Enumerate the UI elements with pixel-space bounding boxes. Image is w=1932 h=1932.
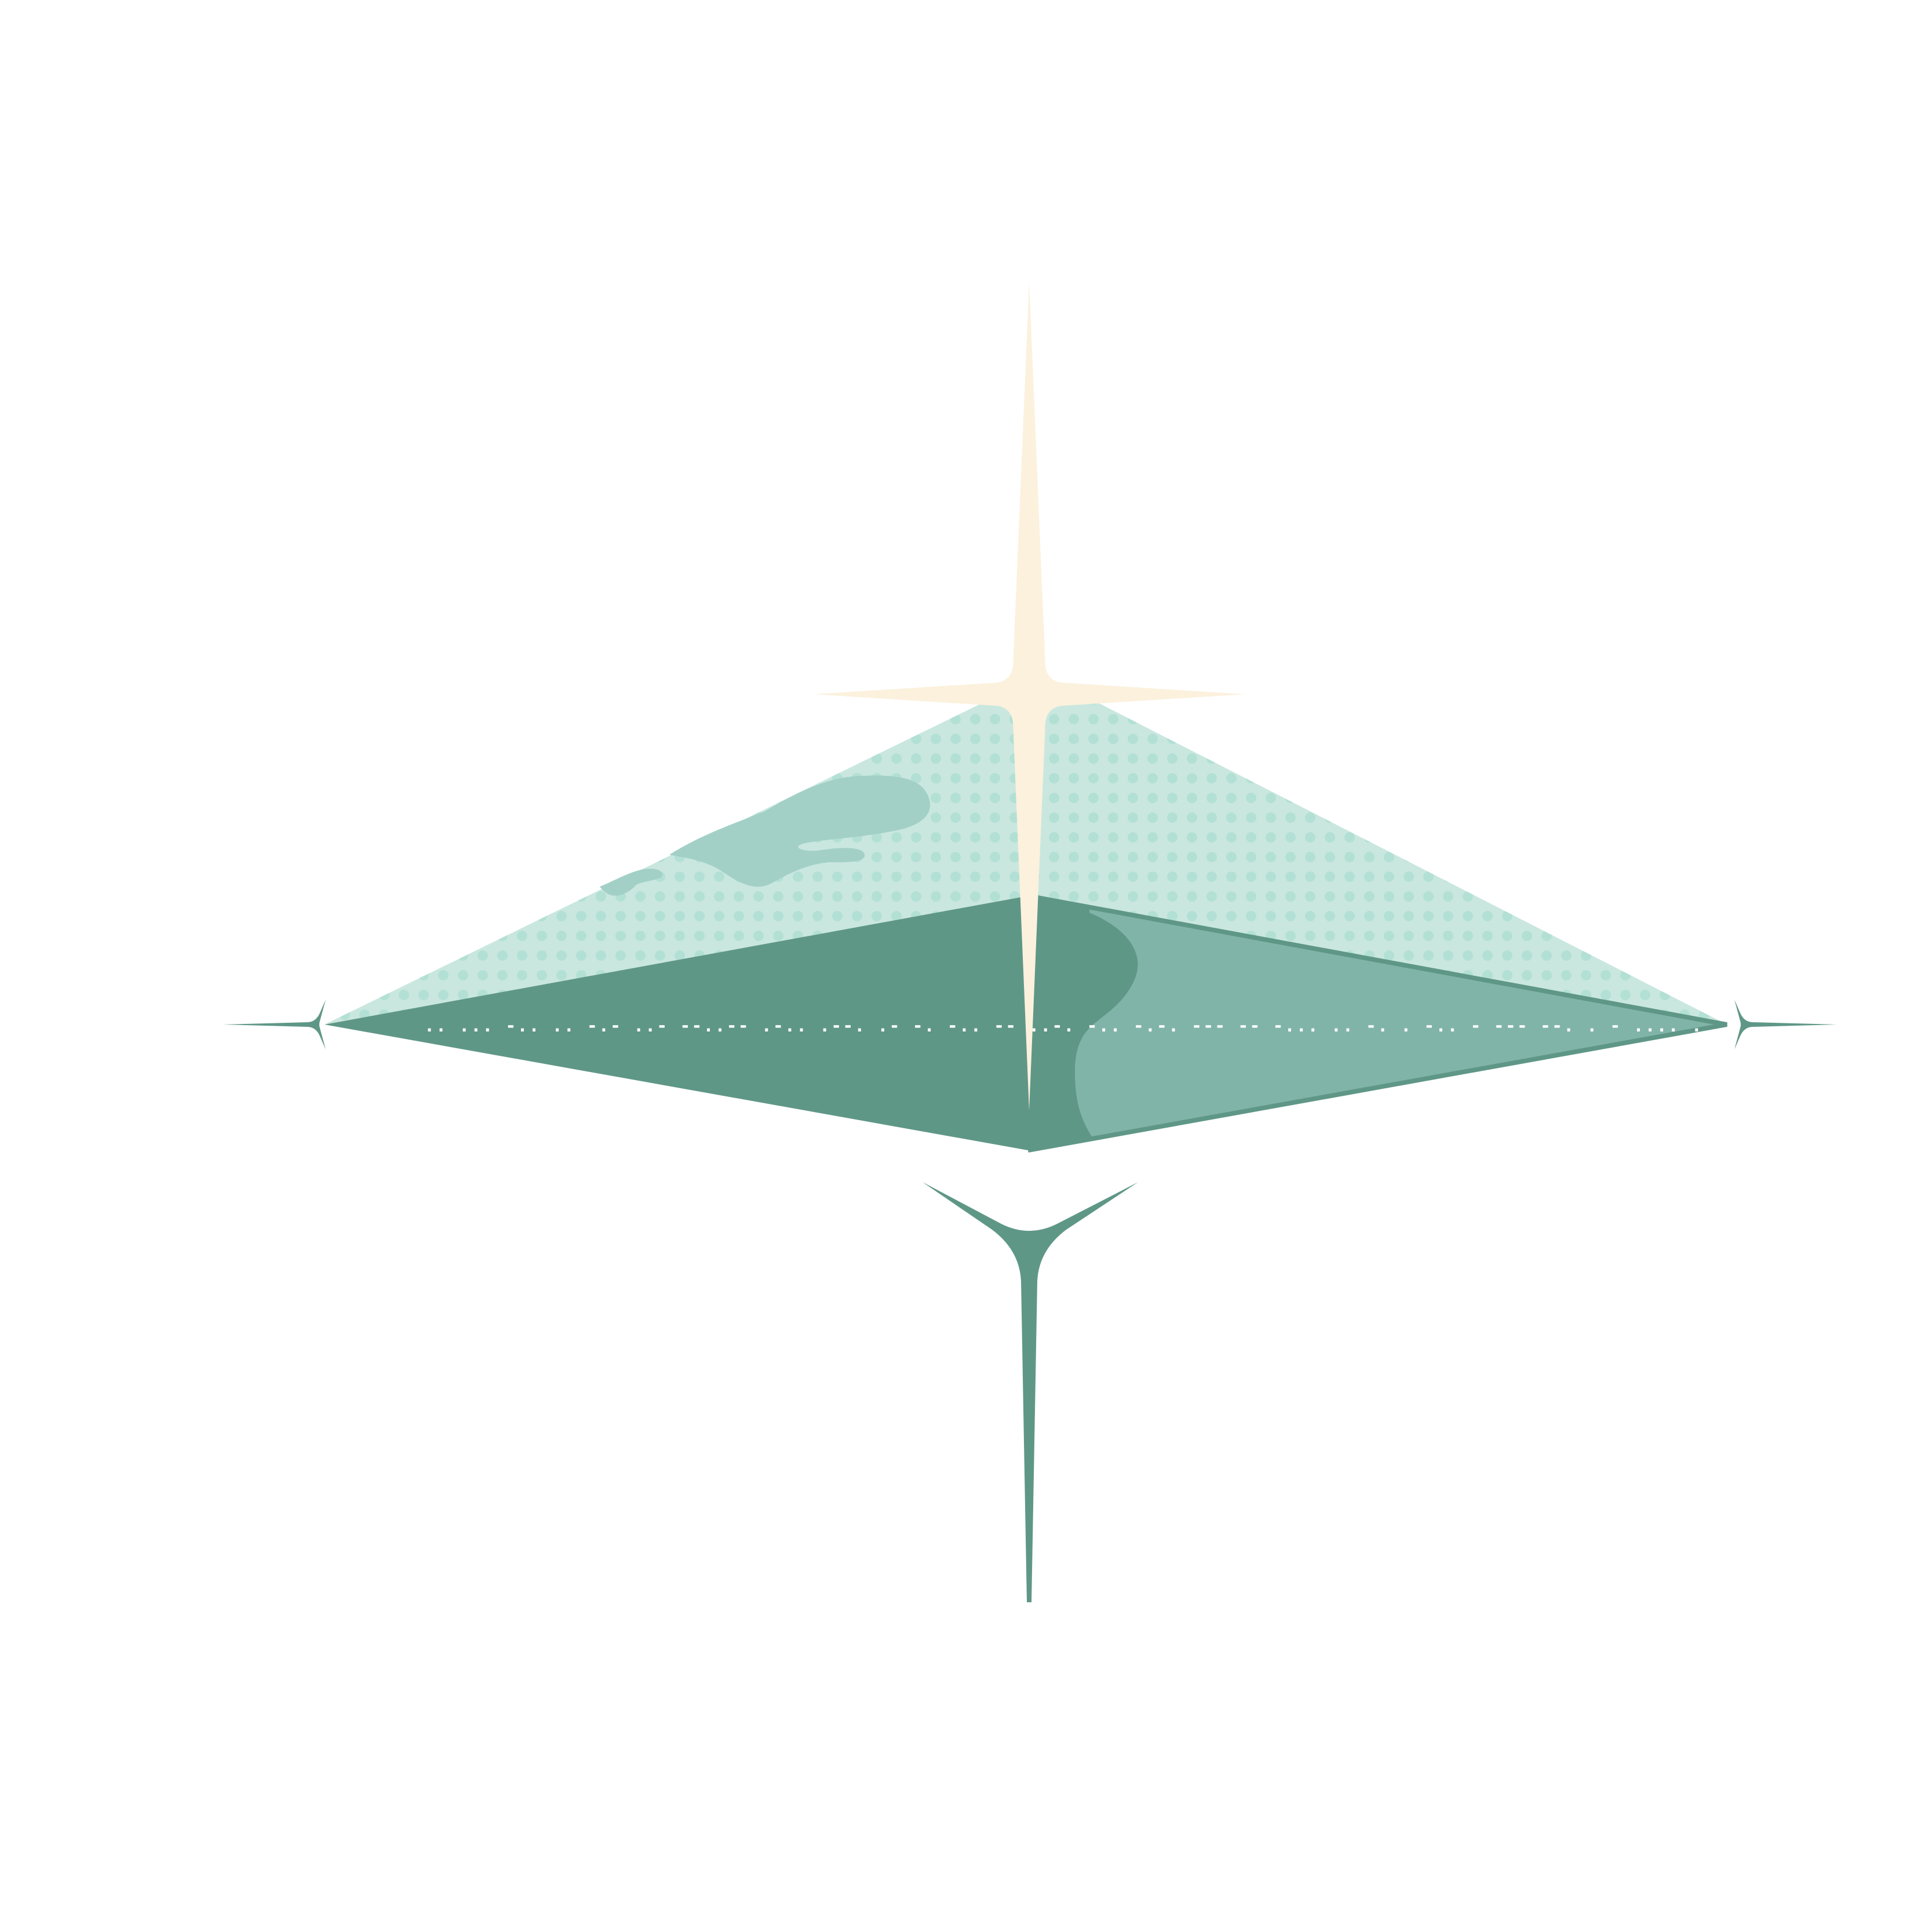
spike-star-icon: [923, 1182, 1138, 1602]
cloud-shapes: [600, 775, 931, 896]
small-cloud-shape: [600, 869, 663, 896]
four-point-sparkle-icon: [814, 283, 1245, 1110]
morse-code-line: .. ... -.. .. -.- ..- --..-- .-.. .--. .…: [424, 1016, 1749, 1036]
large-cloud-shape: [669, 775, 931, 887]
left-spike-icon: [223, 1000, 326, 1049]
right-spike-icon: [1734, 1000, 1837, 1049]
